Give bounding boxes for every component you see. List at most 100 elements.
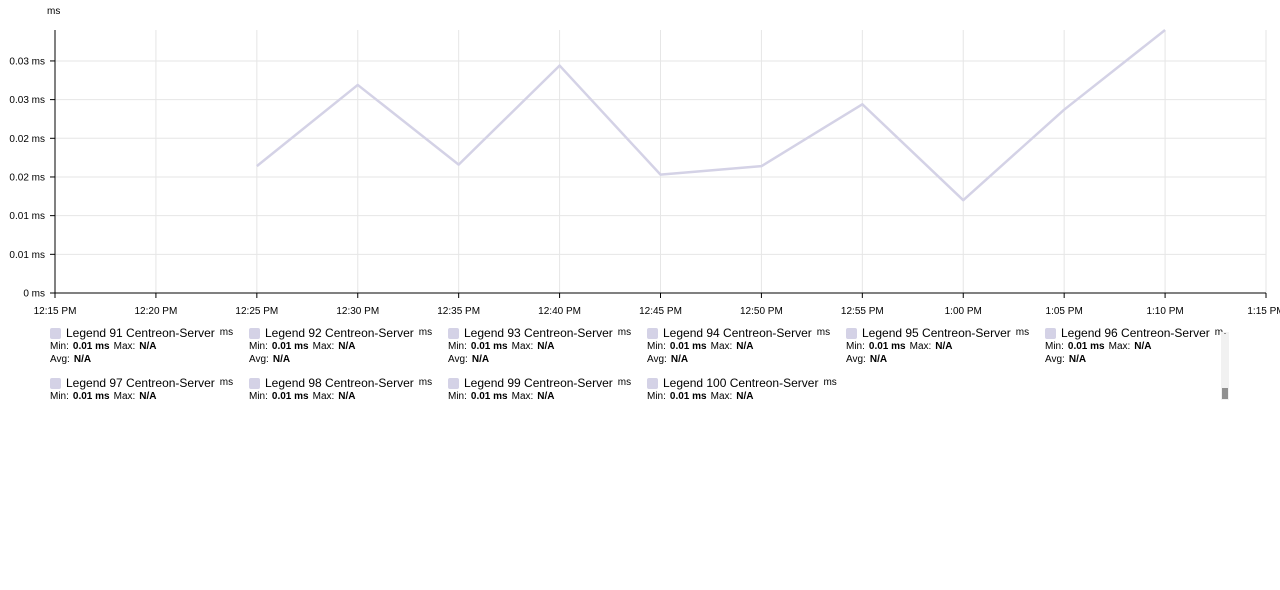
- legend-min-value: 0.01 ms: [271, 341, 309, 352]
- legend: Legend 91 Centreon-Server ms Min: 0.01 ms …: [0, 325, 1230, 405]
- legend-item[interactable]: Legend 93 Centreon-Server ms Min: 0.01 ms …: [448, 326, 647, 366]
- legend-max-label: Max:: [710, 391, 733, 402]
- y-tick-label: 0.03 ms: [9, 95, 45, 106]
- legend-item[interactable]: Legend 95 Centreon-Server ms Min: 0.01 ms …: [846, 326, 1045, 366]
- axes: [50, 30, 1267, 298]
- y-tick-label: 0.01 ms: [9, 250, 45, 261]
- series-line: [256, 29, 1166, 202]
- legend-color-swatch[interactable]: [1045, 327, 1056, 339]
- legend-item[interactable]: Legend 100 Centreon-Server ms Min: 0.01 ms…: [647, 376, 846, 403]
- legend-color-swatch[interactable]: [846, 327, 857, 339]
- legend-item-unit: m: [1214, 327, 1224, 338]
- legend-avg-value: N/A: [670, 354, 689, 365]
- legend-avg: Avg: N/A: [448, 354, 647, 366]
- legend-item-name[interactable]: Legend 100 Centreon-Server: [663, 376, 819, 390]
- legend-item-header: Legend 91 Centreon-Server ms: [50, 326, 249, 340]
- legend-item-header: Legend 98 Centreon-Server ms: [249, 376, 448, 390]
- legend-item-unit: ms: [617, 377, 632, 388]
- legend-avg-label: Avg:: [1045, 354, 1065, 365]
- legend-max-label: Max:: [511, 391, 534, 402]
- legend-item-name[interactable]: Legend 94 Centreon-Server: [663, 326, 812, 340]
- x-tick-label: 12:55 PM: [841, 306, 884, 317]
- legend-min-value: 0.01 ms: [470, 391, 508, 402]
- legend-min-label: Min:: [249, 391, 268, 402]
- legend-min-value: 0.01 ms: [72, 341, 110, 352]
- legend-item[interactable]: Legend 91 Centreon-Server ms Min: 0.01 ms …: [50, 326, 249, 366]
- legend-item[interactable]: Legend 92 Centreon-Server ms Min: 0.01 ms …: [249, 326, 448, 366]
- legend-min-value: 0.01 ms: [669, 341, 707, 352]
- tick-labels: 12:15 PM 12:20 PM 12:25 PM 12:30 PM 12:35 PM…: [9, 56, 1280, 317]
- legend-min-label: Min:: [647, 341, 666, 352]
- y-tick-label: 0.02 ms: [9, 134, 45, 145]
- legend-min-max: Min: 0.01 ms Max: N/A: [50, 391, 249, 403]
- x-tick-label: 1:05 PM: [1046, 306, 1083, 317]
- legend-item-name[interactable]: Legend 95 Centreon-Server: [862, 326, 1011, 340]
- legend-max-label: Max:: [710, 341, 733, 352]
- legend-max-value: N/A: [139, 391, 157, 402]
- legend-scrollbar[interactable]: [1221, 332, 1229, 400]
- legend-avg-value: N/A: [1068, 354, 1087, 365]
- legend-color-swatch[interactable]: [448, 377, 459, 389]
- legend-item-name[interactable]: Legend 99 Centreon-Server: [464, 376, 613, 390]
- legend-avg-label: Avg:: [249, 354, 269, 365]
- legend-avg: Avg: N/A: [1045, 354, 1230, 366]
- legend-item-unit: ms: [816, 327, 831, 338]
- legend-item-name[interactable]: Legend 97 Centreon-Server: [66, 376, 215, 390]
- legend-color-swatch[interactable]: [647, 377, 658, 389]
- legend-max-value: N/A: [736, 341, 754, 352]
- scroll-up-arrow-icon[interactable]: [1224, 333, 1226, 334]
- legend-avg-label: Avg:: [647, 354, 667, 365]
- legend-max-label: Max:: [909, 341, 932, 352]
- legend-max-value: N/A: [537, 391, 555, 402]
- legend-max-value: N/A: [736, 391, 754, 402]
- legend-min-label: Min:: [1045, 341, 1064, 352]
- legend-max-value: N/A: [1134, 341, 1152, 352]
- series-lines: [256, 29, 1166, 202]
- legend-avg-value: N/A: [869, 354, 888, 365]
- legend-min-label: Min:: [448, 341, 467, 352]
- legend-color-swatch[interactable]: [50, 377, 61, 389]
- legend-item-header: Legend 95 Centreon-Server ms: [846, 326, 1045, 340]
- legend-max-label: Max:: [312, 391, 335, 402]
- legend-color-swatch[interactable]: [249, 377, 260, 389]
- legend-item-unit: ms: [219, 327, 234, 338]
- legend-color-swatch[interactable]: [647, 327, 658, 339]
- legend-item[interactable]: Legend 97 Centreon-Server ms Min: 0.01 ms …: [50, 376, 249, 403]
- legend-item-name[interactable]: Legend 96 Centreon-Server: [1061, 326, 1210, 340]
- legend-avg-label: Avg:: [846, 354, 866, 365]
- legend-item[interactable]: Legend 96 Centreon-Server m Min: 0.01 ms M…: [1045, 326, 1230, 366]
- legend-color-swatch[interactable]: [50, 327, 61, 339]
- legend-max-label: Max:: [511, 341, 534, 352]
- legend-item-unit: ms: [823, 377, 837, 388]
- legend-max-label: Max:: [113, 341, 136, 352]
- legend-item-name[interactable]: Legend 93 Centreon-Server: [464, 326, 613, 340]
- legend-min-value: 0.01 ms: [271, 391, 309, 402]
- legend-item[interactable]: Legend 99 Centreon-Server ms Min: 0.01 ms …: [448, 376, 647, 403]
- legend-min-label: Min:: [249, 341, 268, 352]
- legend-min-max: Min: 0.01 ms Max: N/A: [249, 391, 448, 403]
- legend-item-header: Legend 96 Centreon-Server m: [1045, 326, 1230, 340]
- x-tick-label: 12:50 PM: [740, 306, 783, 317]
- legend-max-label: Max:: [312, 341, 335, 352]
- legend-item-name[interactable]: Legend 91 Centreon-Server: [66, 326, 215, 340]
- legend-item[interactable]: Legend 98 Centreon-Server ms Min: 0.01 ms …: [249, 376, 448, 403]
- legend-min-max: Min: 0.01 ms Max: N/A: [647, 391, 846, 403]
- legend-item-name[interactable]: Legend 98 Centreon-Server: [265, 376, 414, 390]
- legend-min-max: Min: 0.01 ms Max: N/A: [448, 341, 647, 353]
- y-tick-label: 0 ms: [23, 289, 45, 300]
- legend-avg: Avg: N/A: [846, 354, 1045, 366]
- legend-min-value: 0.01 ms: [669, 391, 707, 402]
- legend-color-swatch[interactable]: [249, 327, 260, 339]
- legend-max-value: N/A: [537, 341, 555, 352]
- legend-scrollbar-thumb[interactable]: [1222, 388, 1228, 399]
- legend-min-max: Min: 0.01 ms Max: N/A: [647, 341, 846, 353]
- legend-avg: Avg: N/A: [50, 354, 249, 366]
- legend-item[interactable]: Legend 94 Centreon-Server ms Min: 0.01 ms …: [647, 326, 846, 366]
- legend-color-swatch[interactable]: [448, 327, 459, 339]
- y-axis-unit-label: ms: [47, 6, 60, 17]
- legend-item-header: Legend 94 Centreon-Server ms: [647, 326, 846, 340]
- legend-max-label: Max:: [113, 391, 136, 402]
- legend-item-name[interactable]: Legend 92 Centreon-Server: [265, 326, 414, 340]
- line-chart: ms 12:15 PM 12:20 PM 12:25 PM 12:30 PM 12:35…: [9, 6, 1280, 317]
- x-tick-label: 12:40 PM: [538, 306, 581, 317]
